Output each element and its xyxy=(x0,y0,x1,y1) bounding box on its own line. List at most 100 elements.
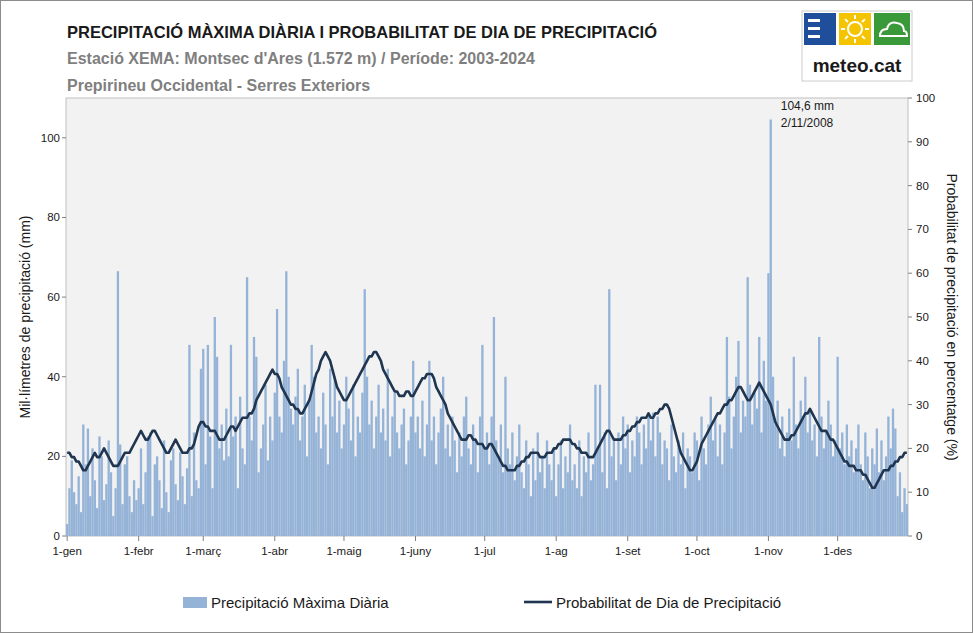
bar xyxy=(454,440,456,536)
bar xyxy=(463,417,465,536)
bar xyxy=(883,480,885,536)
bar xyxy=(834,440,836,536)
bar xyxy=(751,425,753,536)
bar xyxy=(417,417,419,536)
bar xyxy=(407,440,409,536)
bar xyxy=(149,432,151,536)
legend: Precipitació Màxima DiàriaProbabilitat d… xyxy=(183,594,781,611)
bar xyxy=(396,432,398,536)
bar xyxy=(311,345,313,536)
bar xyxy=(131,512,133,536)
bar xyxy=(820,417,822,536)
bar xyxy=(227,456,229,536)
bar xyxy=(638,432,640,536)
y-tick-label: 0 xyxy=(54,530,60,542)
bar xyxy=(156,456,158,536)
bar xyxy=(200,369,202,536)
y-tick xyxy=(62,536,66,537)
bar xyxy=(712,440,714,536)
bar xyxy=(806,432,808,536)
bar xyxy=(532,448,534,536)
bar xyxy=(839,448,841,536)
bar xyxy=(174,484,176,536)
bar xyxy=(366,377,368,536)
bar xyxy=(721,464,723,536)
x-tick-label: 1-set xyxy=(615,545,641,557)
bar xyxy=(357,417,359,536)
bar xyxy=(804,377,806,536)
logo: meteo.cat xyxy=(802,11,912,81)
logo-icon xyxy=(854,15,856,19)
x-tick-label: 1-jul xyxy=(474,545,496,557)
y2-tick-label: 30 xyxy=(916,399,929,411)
bar xyxy=(571,480,573,536)
bar xyxy=(327,464,329,536)
bar xyxy=(770,120,772,536)
bar xyxy=(262,425,264,536)
bar xyxy=(816,456,818,536)
bar xyxy=(433,417,435,536)
y2-tick-label: 20 xyxy=(916,442,929,454)
bar xyxy=(703,448,705,536)
bar xyxy=(246,277,248,536)
bar xyxy=(114,488,116,536)
bar xyxy=(75,504,77,536)
bar xyxy=(336,432,338,536)
bar xyxy=(297,369,299,536)
bar xyxy=(308,401,310,536)
bar xyxy=(710,397,712,536)
bar xyxy=(375,417,377,536)
bar xyxy=(281,432,283,536)
bar xyxy=(361,393,363,536)
bar xyxy=(472,425,474,536)
bar xyxy=(758,337,760,536)
bar xyxy=(165,492,167,536)
bar xyxy=(723,432,725,536)
bar xyxy=(276,309,278,536)
bar xyxy=(477,472,479,536)
bar xyxy=(647,417,649,536)
bar xyxy=(663,440,665,536)
x-tick xyxy=(415,536,416,541)
bar xyxy=(661,464,663,536)
bar xyxy=(666,448,668,536)
bar xyxy=(82,425,84,536)
bar xyxy=(479,417,481,536)
legend-swatch xyxy=(183,597,207,608)
bar xyxy=(424,456,426,536)
x-tick xyxy=(837,536,838,541)
bar xyxy=(654,456,656,536)
bar xyxy=(645,448,647,536)
bar xyxy=(500,425,502,536)
bar xyxy=(191,496,193,536)
bar xyxy=(299,440,301,536)
bar xyxy=(209,436,211,536)
bar xyxy=(617,432,619,536)
bar xyxy=(523,488,525,536)
logo-text: meteo.cat xyxy=(813,55,902,76)
logo-icon xyxy=(808,19,820,22)
x-tick xyxy=(67,536,68,541)
x-tick xyxy=(696,536,697,541)
x-tick-label: 1-abr xyxy=(261,545,288,557)
bar xyxy=(484,448,486,536)
bar xyxy=(830,425,832,536)
bar xyxy=(786,432,788,536)
bar xyxy=(562,488,564,536)
logo-icon xyxy=(862,36,865,39)
bar xyxy=(737,341,739,536)
logo-icon xyxy=(862,19,865,22)
bar xyxy=(221,425,223,536)
bar xyxy=(133,480,135,536)
y2-tick-label: 70 xyxy=(916,223,929,235)
logo-icon xyxy=(865,28,869,30)
bar xyxy=(733,417,735,536)
bar xyxy=(624,448,626,536)
bar xyxy=(744,417,746,536)
bar xyxy=(391,417,393,536)
bar xyxy=(726,337,728,536)
bar xyxy=(103,500,105,536)
bar xyxy=(677,440,679,536)
bar xyxy=(285,271,287,536)
bar xyxy=(458,432,460,536)
